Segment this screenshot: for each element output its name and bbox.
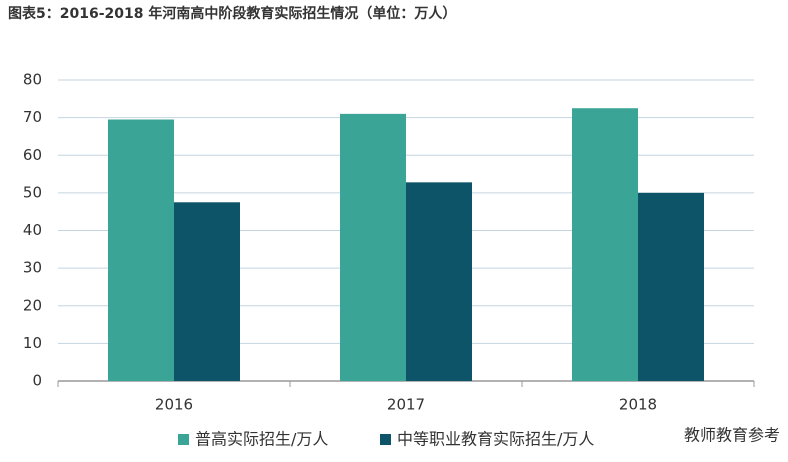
chart-title: 图表5：2016-2018 年河南高中阶段教育实际招生情况（单位：万人） bbox=[8, 5, 456, 22]
y-tick-label: 10 bbox=[23, 334, 42, 352]
bar bbox=[406, 182, 472, 381]
x-tick-label: 2018 bbox=[619, 396, 657, 414]
y-tick-label: 20 bbox=[23, 296, 42, 314]
y-tick-label: 0 bbox=[32, 372, 42, 390]
y-tick-label: 80 bbox=[23, 71, 42, 89]
legend-label: 普高实际招生/万人 bbox=[195, 430, 328, 449]
bar bbox=[340, 113, 406, 382]
bar bbox=[174, 202, 240, 381]
x-tick-label: 2017 bbox=[387, 396, 425, 414]
y-tick-label: 40 bbox=[23, 221, 42, 239]
legend-swatch bbox=[178, 434, 189, 445]
y-tick-label: 50 bbox=[23, 183, 42, 201]
x-tick-label: 2016 bbox=[155, 396, 193, 414]
bar bbox=[572, 108, 638, 381]
legend-swatch bbox=[380, 434, 391, 445]
legend-label: 中等职业教育实际招生/万人 bbox=[397, 430, 594, 449]
y-tick-label: 60 bbox=[23, 146, 42, 164]
watermark: 教师教育参考 bbox=[684, 426, 780, 445]
y-tick-label: 70 bbox=[23, 108, 42, 126]
bar bbox=[108, 119, 174, 381]
y-tick-label: 30 bbox=[23, 259, 42, 277]
bar bbox=[638, 192, 704, 381]
